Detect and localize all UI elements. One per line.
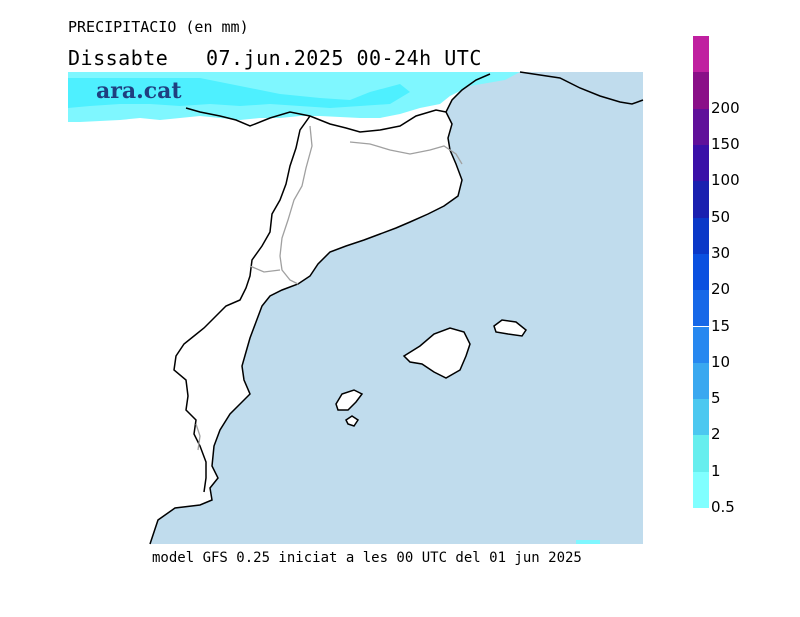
legend-swatch: [693, 145, 709, 181]
legend-swatch: [693, 36, 709, 72]
legend-label: 50: [711, 208, 730, 226]
date-title: Dissabte 07.jun.2025 00-24h UTC: [68, 46, 482, 70]
legend-label: 30: [711, 244, 730, 262]
legend-label: 0.5: [711, 498, 735, 516]
legend-swatch: [693, 363, 709, 399]
legend-swatch: [693, 290, 709, 326]
legend-swatch: [693, 327, 709, 363]
legend-swatch: [693, 218, 709, 254]
legend-label: 10: [711, 353, 730, 371]
legend-label: 100: [711, 171, 740, 189]
precipitation-patch: [576, 540, 600, 544]
variable-title: PRECIPITACIO (en mm): [68, 18, 249, 36]
legend-swatch: [693, 435, 709, 471]
legend-swatch: [693, 181, 709, 217]
legend-swatch: [693, 399, 709, 435]
legend-swatch: [693, 472, 709, 508]
legend-label: 1: [711, 462, 721, 480]
legend-label: 15: [711, 317, 730, 335]
legend-label: 200: [711, 99, 740, 117]
legend-label: 2: [711, 425, 721, 443]
legend-swatch: [693, 72, 709, 108]
legend-swatch: [693, 109, 709, 145]
brand-logo: ara.cat: [96, 78, 182, 104]
legend-label: 5: [711, 389, 721, 407]
legend-label: 20: [711, 280, 730, 298]
model-caption: model GFS 0.25 iniciat a les 00 UTC del …: [152, 550, 582, 566]
legend-label: 150: [711, 135, 740, 153]
legend-swatch: [693, 254, 709, 290]
